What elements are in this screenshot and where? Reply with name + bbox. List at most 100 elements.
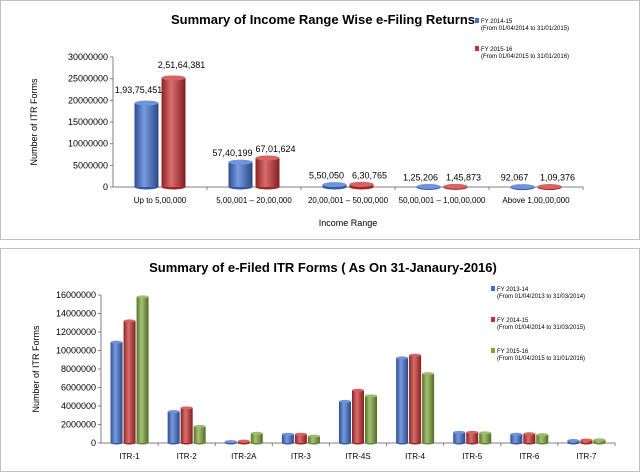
x-axis-title: Income Range xyxy=(319,218,378,228)
y-axis-title: Number of ITR Forms xyxy=(31,325,41,413)
y-tick-label: 30000000 xyxy=(68,52,108,62)
y-tick-label: 12000000 xyxy=(56,327,96,337)
bar-fy-2013-14 xyxy=(396,356,409,445)
x-tick-label: ITR-4S xyxy=(345,452,370,461)
bar-fy-2015-16 xyxy=(593,438,606,445)
legend-label: FY 2014-15 xyxy=(481,19,513,25)
bar-fy-2013-14 xyxy=(224,440,237,445)
x-tick-label: ITR-2A xyxy=(231,452,257,461)
bar-fy-2014-15 xyxy=(322,182,347,190)
legend-swatch xyxy=(475,46,479,51)
bar-fy-2014-15 xyxy=(523,432,536,445)
legend-swatch xyxy=(475,18,479,23)
x-tick-label: ITR-2 xyxy=(177,452,198,461)
data-label: 1,93,75,451 xyxy=(115,85,163,95)
y-tick-label: 5000000 xyxy=(73,160,108,170)
x-tick-label: 5,00,001 – 20,00,000 xyxy=(216,196,292,205)
legend-label: FY 2015-16 xyxy=(481,47,513,53)
bar-fy-2014-15 xyxy=(294,432,307,445)
data-label: 5,50,050 xyxy=(309,171,344,181)
bar-fy-2015-16 xyxy=(307,434,320,445)
legend-swatch xyxy=(491,348,495,353)
chart-title: Summary of e-Filed ITR Forms ( As On 31-… xyxy=(149,260,497,275)
bar-fy-2013-14 xyxy=(281,432,294,445)
y-tick-label: 4000000 xyxy=(61,401,96,411)
bar-fy-2013-14 xyxy=(339,399,351,445)
bar-fy-2015-16 xyxy=(193,424,206,445)
bar-fy-2014-15 xyxy=(510,184,535,191)
bar-fy-2014-15 xyxy=(134,100,159,190)
y-tick-label: 20000000 xyxy=(68,95,108,105)
y-tick-label: 8000000 xyxy=(61,364,96,374)
y-tick-label: 25000000 xyxy=(68,74,108,84)
data-label: 92,067 xyxy=(501,173,529,183)
bar-fy-2015-16 xyxy=(136,295,149,445)
x-tick-label: 20,00,001 – 50,00,000 xyxy=(308,196,389,205)
data-label: 1,45,873 xyxy=(446,172,481,182)
chart-title: Summary of Income Range Wise e-Filing Re… xyxy=(171,12,475,27)
legend-label: FY 2014-15 xyxy=(497,318,529,324)
y-tick-label: 14000000 xyxy=(56,309,96,319)
data-label: 6,30,765 xyxy=(352,170,387,180)
bar-fy-2014-15 xyxy=(466,430,479,445)
bar-fy-2015-16 xyxy=(250,431,263,445)
bar-fy-2015-16 xyxy=(536,433,549,445)
income-range-chart-panel: Summary of Income Range Wise e-Filing Re… xyxy=(0,0,640,240)
data-label: 2,51,64,381 xyxy=(158,60,206,70)
bar-fy-2015-16 xyxy=(161,75,186,190)
bar-fy-2015-16 xyxy=(479,431,492,445)
y-tick-label: 0 xyxy=(91,438,96,448)
bar-fy-2015-16 xyxy=(537,184,562,191)
y-tick-label: 10000000 xyxy=(56,346,96,356)
data-label: 67,01,624 xyxy=(255,144,295,154)
bar-fy-2015-16 xyxy=(422,372,435,445)
legend-note: (From 01/04/2013 to 31/03/2014) xyxy=(497,294,585,300)
bar-fy-2015-16 xyxy=(255,155,280,190)
y-tick-label: 0 xyxy=(103,182,108,192)
data-label: 1,25,206 xyxy=(403,172,438,182)
legend-swatch xyxy=(491,317,495,322)
legend-note: (From 01/04/2014 to 31/01/2015) xyxy=(481,26,569,32)
y-axis-title: Number of ITR Forms xyxy=(29,78,39,166)
bar-fy-2014-15 xyxy=(416,183,441,190)
legend-note: (From 01/04/2015 to 31/01/2016) xyxy=(481,54,569,60)
itr-forms-chart-panel: Summary of e-Filed ITR Forms ( As On 31-… xyxy=(0,248,640,472)
bar-fy-2015-16 xyxy=(349,181,374,190)
bar-fy-2015-16 xyxy=(443,183,468,190)
bar-fy-2014-15 xyxy=(409,353,422,445)
x-tick-label: ITR-4 xyxy=(405,452,426,461)
bar-fy-2013-14 xyxy=(110,340,123,445)
legend-label: FY 2015-16 xyxy=(497,349,529,355)
data-label: 1,09,376 xyxy=(540,173,575,183)
bar-fy-2013-14 xyxy=(167,410,180,445)
legend-label: FY 2013-14 xyxy=(497,287,529,293)
data-label: 57,40,199 xyxy=(212,148,252,158)
itr-forms-chart: Summary of e-Filed ITR Forms ( As On 31-… xyxy=(31,260,616,461)
bar-fy-2015-16 xyxy=(365,394,377,445)
bar-fy-2014-15 xyxy=(352,388,364,445)
bar-fy-2013-14 xyxy=(510,432,523,445)
y-tick-label: 15000000 xyxy=(68,117,108,127)
y-tick-label: 10000000 xyxy=(68,139,108,149)
legend-note: (From 01/04/2014 to 31/03/2015) xyxy=(497,325,585,331)
bar-fy-2013-14 xyxy=(567,439,580,445)
x-tick-label: Up to 5,00,000 xyxy=(134,196,187,205)
income-range-chart: Summary of Income Range Wise e-Filing Re… xyxy=(29,12,584,228)
x-tick-label: ITR-7 xyxy=(576,452,597,461)
bar-fy-2014-15 xyxy=(123,319,136,445)
bar-fy-2013-14 xyxy=(453,430,466,445)
legend-note: (From 01/04/2015 to 31/01/2016) xyxy=(497,356,585,362)
x-tick-label: ITR-6 xyxy=(519,452,540,461)
bar-fy-2014-15 xyxy=(180,406,193,445)
x-tick-label: ITR-3 xyxy=(291,452,312,461)
x-tick-label: ITR-5 xyxy=(462,452,483,461)
bar-fy-2014-15 xyxy=(580,438,593,445)
y-tick-label: 16000000 xyxy=(56,290,96,300)
x-tick-label: Above 1,00,00,000 xyxy=(502,196,570,205)
x-tick-label: ITR-1 xyxy=(120,452,141,461)
bar-fy-2014-15 xyxy=(237,439,250,445)
y-tick-label: 6000000 xyxy=(61,383,96,393)
bar-fy-2014-15 xyxy=(228,159,253,190)
legend-swatch xyxy=(491,286,495,291)
x-tick-label: 50,00,001 – 1,00,00,000 xyxy=(399,196,486,205)
